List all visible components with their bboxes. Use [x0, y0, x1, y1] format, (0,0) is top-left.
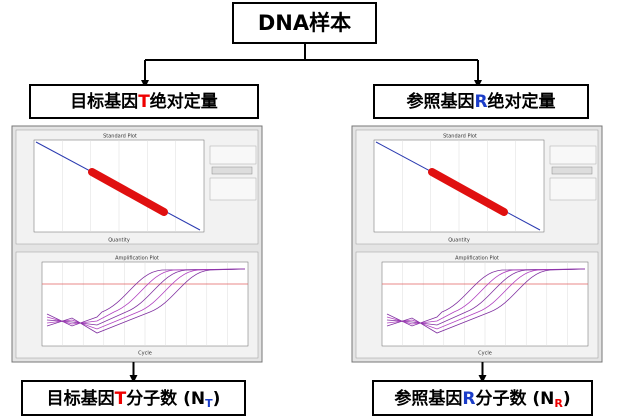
result-gene: R [462, 389, 475, 409]
quant-gene: R [474, 92, 487, 112]
quant-box [29, 84, 259, 119]
standard-xlabel: Quantity [448, 238, 470, 244]
result-gene: T [115, 389, 127, 409]
quant-label: 参照基因R绝对定量 [406, 91, 555, 112]
result-end: ) [563, 389, 571, 409]
result-sub: R [554, 397, 563, 410]
result-end: ) [213, 389, 221, 409]
result-label: 参照基因R分子数 (NR) [394, 388, 570, 410]
amp-curve [46, 268, 246, 330]
result-box [372, 380, 593, 416]
button [211, 166, 253, 175]
result-middle: 分子数 (N [126, 388, 205, 409]
quant-suffix: 绝对定量 [488, 91, 556, 112]
quant-label: 目标基因T绝对定量 [70, 91, 218, 112]
legend-box [209, 145, 257, 165]
legend-box [549, 145, 597, 165]
amp-curve [386, 268, 586, 334]
standard-plot-title: Standard Plot [103, 134, 137, 140]
sample-band [88, 168, 168, 216]
quant-gene: T [138, 92, 150, 112]
button [551, 166, 593, 175]
standard-xlabel: Quantity [108, 238, 130, 244]
sample-band [428, 168, 508, 216]
quant-prefix: 目标基因 [70, 91, 138, 112]
result-box [21, 380, 246, 416]
title: DNA样本 [258, 11, 351, 35]
result-label: 目标基因T分子数 (NT) [47, 388, 221, 410]
amp-curve [46, 268, 246, 327]
amp-xlabel: Cycle [138, 351, 152, 357]
connector [145, 43, 478, 61]
result-prefix: 参照基因 [394, 388, 462, 409]
stats-box [209, 177, 257, 201]
amp-xlabel: Cycle [478, 351, 492, 357]
standard-plot-title: Standard Plot [443, 134, 477, 140]
amp-curve [46, 268, 246, 334]
amp-curve [46, 268, 246, 326]
result-sub: T [205, 397, 213, 410]
quant-box [373, 84, 589, 119]
amp-curve [386, 268, 586, 325]
result-prefix: 目标基因 [47, 388, 115, 409]
amp-curve [386, 268, 586, 330]
amp-plot-title: Amplification Plot [115, 256, 159, 262]
title-box [232, 2, 377, 44]
amp-curve [386, 268, 586, 327]
amp-plot-title: Amplification Plot [455, 256, 499, 262]
quant-suffix: 绝对定量 [150, 91, 218, 112]
stats-box [549, 177, 597, 201]
amp-curve [386, 268, 586, 326]
quant-prefix: 参照基因 [406, 91, 474, 112]
amp-curve [46, 268, 246, 325]
result-middle: 分子数 (N [475, 388, 554, 409]
